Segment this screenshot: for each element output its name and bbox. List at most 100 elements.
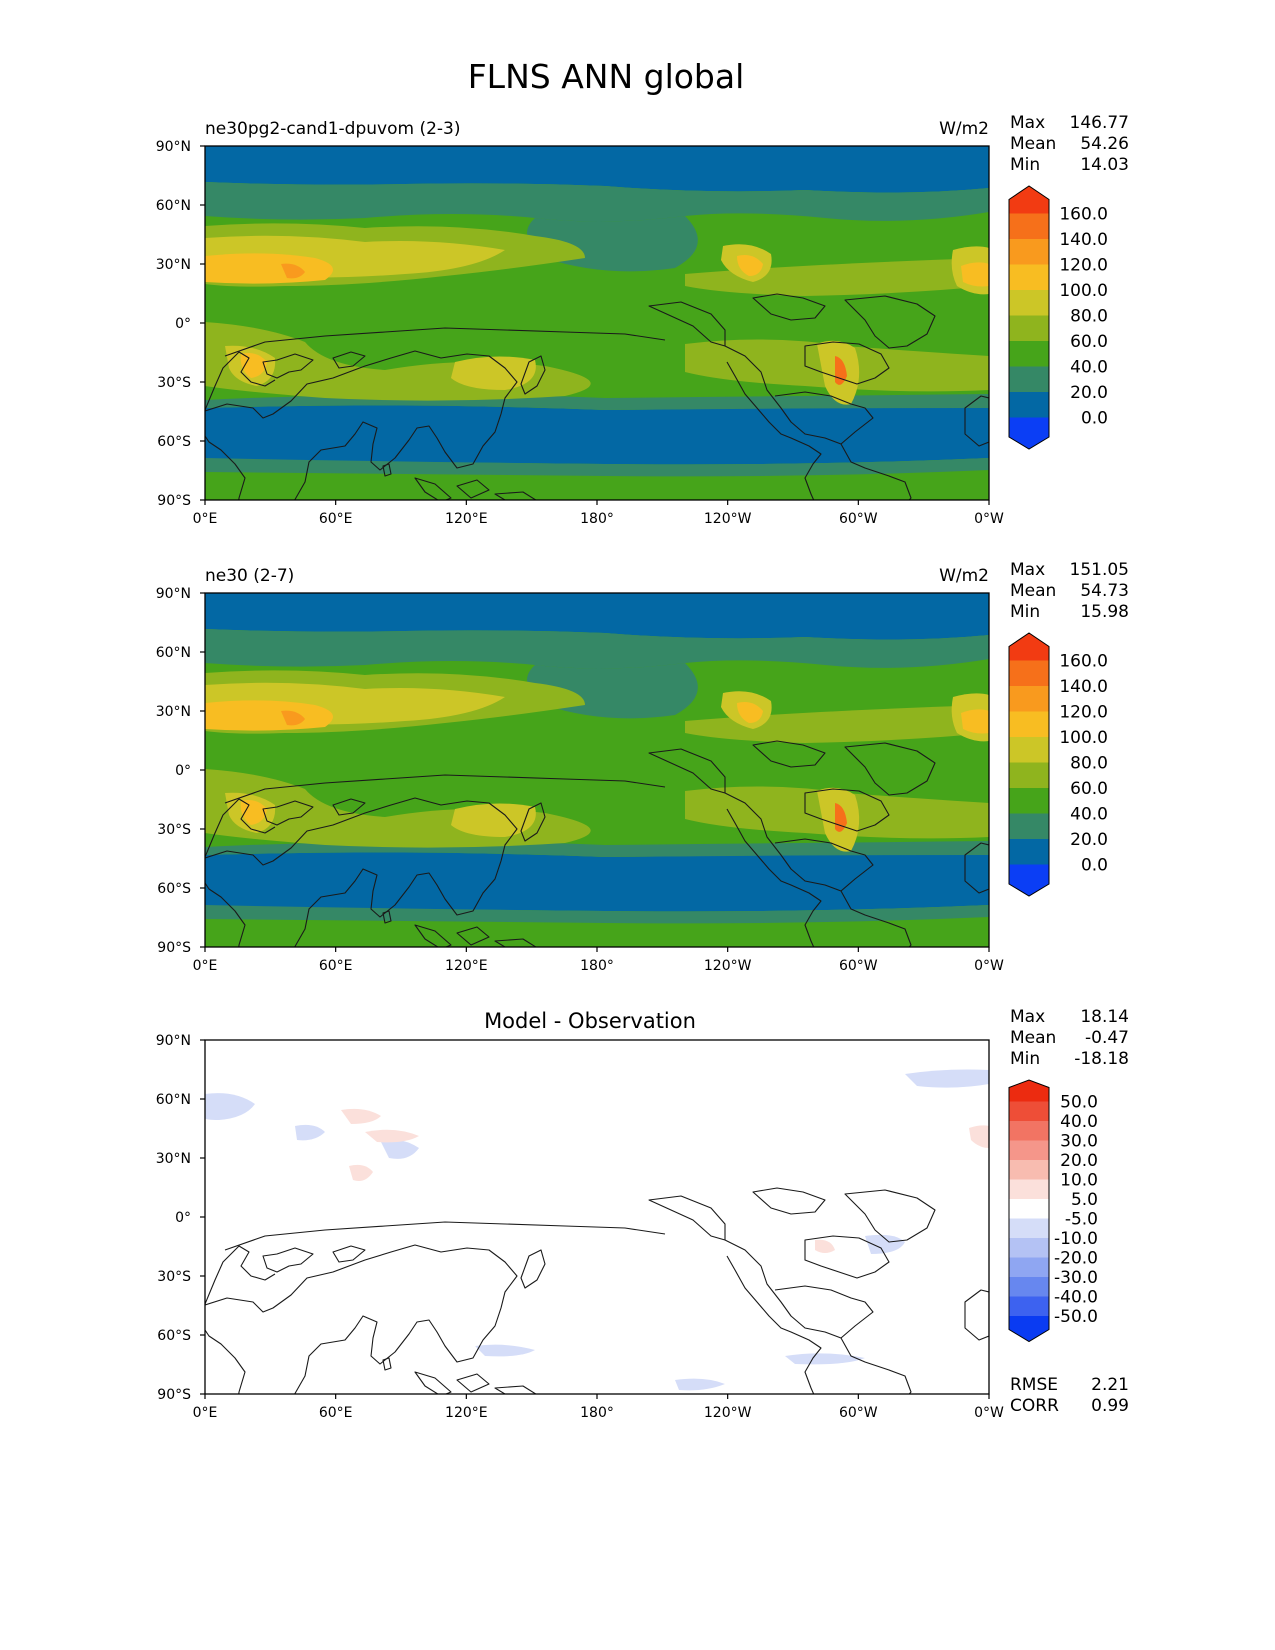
lon-tick-label: 60°W — [839, 511, 878, 527]
field-contour-5 — [675, 1378, 725, 1391]
lat-tick-label: 60°S — [157, 1328, 191, 1344]
lon-tick-label: 60°W — [839, 958, 878, 974]
field-contour-1 — [205, 852, 989, 912]
lat-tick-label: 90°S — [157, 493, 191, 509]
colorbar-level — [1009, 762, 1049, 789]
stat-label: Mean — [1010, 1028, 1056, 1048]
colorbar-level — [1009, 660, 1049, 687]
lat-tick-label: 90°N — [156, 139, 191, 155]
colorbar-extend-bottom — [1009, 1316, 1049, 1342]
colorbar-tick-label: 80.0 — [1070, 754, 1108, 774]
field-contour-17 — [240, 353, 267, 378]
field-contour-20 — [281, 710, 305, 726]
colorbar-level — [1009, 213, 1049, 240]
field-contour-19 — [961, 262, 989, 287]
field-contour-5 — [205, 905, 989, 924]
lon-tick-label: 120°E — [445, 1405, 488, 1421]
colorbar-tick-label: 40.0 — [1070, 358, 1108, 378]
colorbar-tick-label: 40.0 — [1070, 805, 1108, 825]
field-contour-6 — [785, 1353, 865, 1365]
colorbar-level — [1009, 1160, 1049, 1180]
colorbar: 160.0 140.0 120.0 100.0 80.0 60.0 40.0 20.0 0.0 — [1008, 185, 1108, 450]
panel-ref: ne30 (2-7) W/m2 90°N 60°N 30°N 0° 30°S 60°S 90°S… — [156, 560, 1129, 974]
stat-value: 146.77 — [1070, 113, 1129, 133]
lat-tick-label: 60°N — [156, 645, 191, 661]
field-contour-9 — [365, 1129, 419, 1143]
lon-tick-label: 60°E — [319, 511, 353, 527]
map-area — [205, 1040, 989, 1394]
field-contour-12 — [969, 1125, 989, 1148]
colorbar-tick-label: -40.0 — [1054, 1288, 1098, 1308]
colorbar-level — [1009, 1218, 1049, 1239]
colorbar-level — [1009, 290, 1049, 316]
metric-value: 2.21 — [1091, 1375, 1129, 1395]
colorbar-tick-label: 0.0 — [1081, 856, 1108, 876]
field-contour-0 — [205, 593, 989, 640]
colorbar-level — [1009, 392, 1049, 418]
stat-label: Max — [1010, 113, 1045, 133]
colorbar: 50.040.030.020.010.05.0-5.0-10.0-20.0-30… — [1008, 1079, 1098, 1343]
lat-tick-label: 60°S — [157, 881, 191, 897]
lon-tick-label: 120°W — [704, 1405, 752, 1421]
stat-value: 18.14 — [1080, 1007, 1129, 1027]
stat-value: 54.26 — [1080, 134, 1129, 154]
colorbar-tick-label: 20.0 — [1060, 1151, 1098, 1171]
colorbar-tick-label: -10.0 — [1054, 1229, 1098, 1249]
panel-left-label: ne30pg2-cand1-dpuvom (2-3) — [205, 119, 461, 139]
stat-value: 151.05 — [1070, 560, 1129, 580]
field-contour-1 — [205, 405, 989, 465]
lat-tick-label: 0° — [175, 763, 191, 779]
colorbar-level — [1009, 813, 1049, 840]
colorbar-level — [1009, 1238, 1049, 1258]
colorbar-level — [1009, 1140, 1049, 1161]
colorbar-level — [1009, 239, 1049, 265]
stat-label: Mean — [1010, 581, 1056, 601]
panel-title: Model - Observation — [484, 1009, 696, 1033]
lat-tick-label: 60°N — [156, 198, 191, 214]
colorbar-tick-label: 120.0 — [1059, 256, 1108, 276]
stat-value: 14.03 — [1080, 155, 1129, 175]
colorbar-extend-top — [1009, 1080, 1049, 1102]
colorbar-tick-label: 30.0 — [1060, 1132, 1098, 1152]
colorbar-tick-label: 40.0 — [1060, 1112, 1098, 1132]
colorbar-outline — [1008, 632, 1050, 897]
map-field-background — [205, 1040, 989, 1394]
colorbar-level — [1009, 1277, 1049, 1297]
colorbar-tick-label: -5.0 — [1065, 1210, 1098, 1230]
metric-label: RMSE — [1010, 1375, 1058, 1395]
colorbar-tick-label: 100.0 — [1059, 728, 1108, 748]
field-contour-16 — [205, 253, 333, 284]
field-contour-11 — [815, 1239, 835, 1253]
map-area — [205, 593, 989, 947]
panel-units: W/m2 — [939, 119, 989, 139]
colorbar-tick-label: -20.0 — [1054, 1249, 1098, 1269]
colorbar-extend-top — [1009, 186, 1049, 214]
lon-tick-label: 120°E — [445, 511, 488, 527]
lon-tick-label: 0°E — [193, 511, 218, 527]
lon-tick-label: 0°W — [974, 1405, 1004, 1421]
lon-tick-label: 120°E — [445, 958, 488, 974]
lat-tick-label: 0° — [175, 316, 191, 332]
lat-tick-label: 90°N — [156, 586, 191, 602]
lat-tick-label: 60°N — [156, 1092, 191, 1108]
lon-tick-label: 180° — [580, 958, 614, 974]
colorbar-level — [1009, 839, 1049, 865]
lon-tick-label: 180° — [580, 1405, 614, 1421]
lon-tick-label: 180° — [580, 511, 614, 527]
lon-tick-label: 0°E — [193, 958, 218, 974]
stat-label: Min — [1010, 155, 1040, 175]
colorbar-tick-label: 100.0 — [1059, 281, 1108, 301]
colorbar-extend-bottom — [1009, 417, 1049, 449]
colorbar-level — [1009, 1199, 1049, 1219]
colorbar-tick-label: 0.0 — [1081, 409, 1108, 429]
panel-diff: Model - Observation 90°N 60°N 30°N 0° 30°S 60°… — [156, 1007, 1129, 1421]
field-contour-19 — [961, 709, 989, 734]
colorbar-level — [1009, 315, 1049, 342]
panel-test: ne30pg2-cand1-dpuvom (2-3) W/m2 90°N 60°N 30… — [156, 113, 1129, 527]
field-contour-7 — [685, 258, 989, 296]
field-contour-0 — [205, 146, 989, 193]
colorbar-tick-label: 50.0 — [1060, 1093, 1098, 1113]
stat-value: -0.47 — [1085, 1028, 1129, 1048]
lat-tick-label: 60°S — [157, 434, 191, 450]
